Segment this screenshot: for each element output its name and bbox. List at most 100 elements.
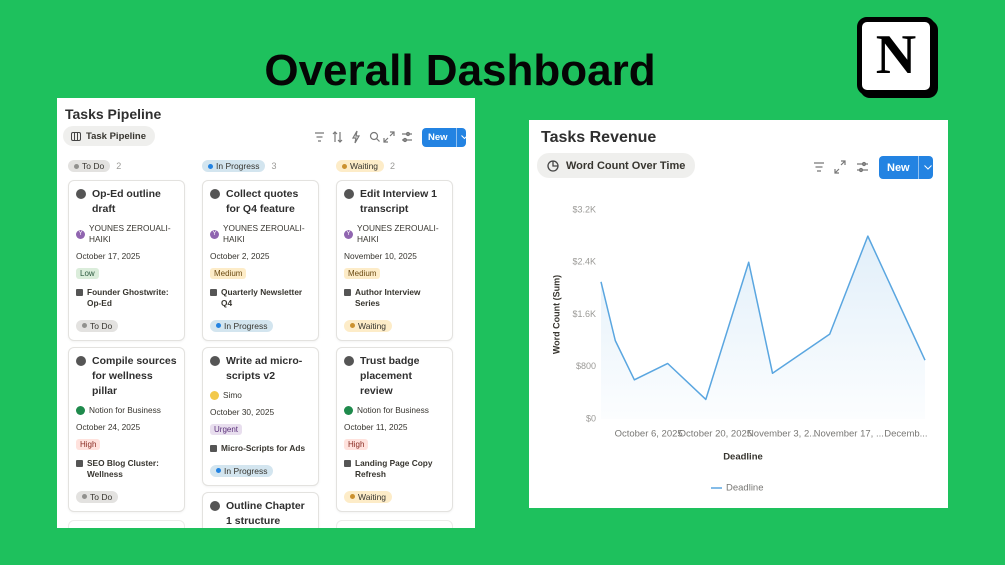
x-axis-label: Deadline	[723, 452, 763, 463]
column-status: Waiting	[336, 160, 385, 172]
card-title-row: Collect quotes for Q4 feature	[210, 187, 311, 217]
task-card[interactable]: Trust badge placement review Notion for B…	[336, 347, 453, 512]
priority-tag: Medium	[210, 268, 247, 279]
new-button-dropdown[interactable]	[917, 156, 932, 179]
board-column: In Progress 3 Collect quotes for Q4 featur…	[202, 158, 319, 528]
assignee-row: Notion for Business	[344, 405, 445, 416]
card-title: Edit Interview 1 transcript	[360, 188, 438, 215]
card-title-row: Write ad micro-scripts v2	[210, 354, 311, 384]
status-wrap: Waiting	[344, 315, 445, 333]
column-header: Waiting 2	[336, 158, 453, 174]
line-chart: $0 $800 $1.6K $2.4K $3.2K October 6, 2025Octo…	[551, 204, 927, 494]
avatar: Y	[76, 229, 85, 239]
x-tick-label: November 3, 2...	[747, 429, 817, 440]
new-button-dropdown[interactable]	[455, 128, 468, 147]
project-row: Author Interview Series	[344, 287, 445, 309]
board-column: To Do 2 Op-Ed outline draft Y YOUNES ZEROUAL…	[68, 158, 185, 528]
due-date: November 10, 2025	[344, 251, 417, 261]
due-date: October 11, 2025	[344, 422, 408, 432]
task-card[interactable]: Op-Ed outline draft Y YOUNES ZEROUALI-HAIK…	[68, 180, 185, 341]
assignee-row: Simo	[210, 390, 311, 401]
project-row: Micro-Scripts for Ads	[210, 443, 311, 454]
status: Waiting	[358, 491, 387, 502]
column-status: To Do	[68, 160, 111, 172]
task-card[interactable]: Outline Chapter 1 structureYYOUNES ZEROU…	[202, 492, 319, 528]
status: In Progress	[224, 320, 268, 331]
priority-wrap: High	[344, 433, 445, 452]
priority-wrap: Medium	[344, 262, 445, 281]
card-title-row: Trust badge placement review	[344, 354, 445, 399]
status-dot	[342, 163, 347, 169]
project-icon	[210, 445, 217, 452]
new-page-button[interactable]: + New page	[336, 520, 453, 528]
priority-wrap: Low	[76, 262, 177, 281]
priority-wrap: High	[76, 433, 177, 452]
tab-label: Task Pipeline	[86, 130, 147, 142]
status-wrap: Waiting	[344, 486, 445, 504]
view-tab[interactable]: Task Pipeline	[63, 126, 156, 146]
status-wrap: To Do	[76, 486, 177, 504]
task-card[interactable]: Compile sources for wellness pillar Notio…	[68, 347, 185, 512]
card-title: Compile sources for wellness pillar	[92, 355, 177, 397]
status-pill: To Do	[76, 490, 119, 503]
status-dot	[74, 163, 79, 169]
chart-icon	[547, 159, 559, 172]
legend-label: Deadline	[726, 483, 764, 494]
y-tick-label: $3.2K	[572, 204, 596, 214]
assignee: Simo	[223, 390, 242, 400]
card-title-row: Op-Ed outline draft	[76, 187, 177, 217]
status-wrap: To Do	[76, 315, 177, 333]
due-date: October 17, 2025	[76, 251, 141, 261]
priority-tag: Low	[76, 268, 99, 279]
new-page-button[interactable]: + New page	[68, 520, 185, 528]
column-count: 2	[390, 161, 396, 171]
task-card[interactable]: Write ad micro-scripts v2 Simo October 30,…	[202, 347, 319, 486]
status: In Progress	[224, 465, 268, 476]
card-title: Trust badge placement review	[360, 355, 420, 397]
avatar: Y	[210, 229, 219, 239]
avatar	[344, 406, 353, 415]
check-icon	[344, 356, 354, 366]
new-page-label: New page	[363, 528, 406, 529]
assignee-row: Notion for Business	[76, 405, 177, 416]
column-name: Waiting	[350, 161, 379, 171]
priority-tag: High	[76, 439, 101, 450]
avatar	[210, 391, 219, 400]
panel-title: Tasks Revenue	[541, 129, 657, 146]
y-tick-label: $0	[586, 413, 596, 423]
y-tick-label: $2.4K	[572, 257, 596, 267]
column-status: In Progress	[202, 160, 266, 172]
new-button[interactable]: New	[422, 128, 468, 147]
status-dot	[208, 163, 213, 169]
check-icon	[210, 189, 220, 199]
x-tick-label: October 6, 2025	[615, 429, 683, 440]
assignee: YOUNES ZEROUALI-HAIKI	[357, 223, 439, 244]
toolbar-icons[interactable]	[313, 130, 417, 144]
assignee-row: Y YOUNES ZEROUALI-HAIKI	[76, 223, 177, 245]
panel-title: Tasks Pipeline	[65, 106, 162, 122]
card-title: Outline Chapter 1 structure	[226, 500, 305, 527]
column-name: To Do	[82, 161, 105, 171]
new-button[interactable]: New	[879, 156, 933, 179]
assignee-row: Y YOUNES ZEROUALI-HAIKI	[344, 223, 445, 245]
dashboard-title: Overall Dashboard	[264, 46, 656, 95]
assignee: Notion for Business	[357, 405, 429, 415]
view-tab[interactable]: Word Count Over Time	[537, 153, 696, 178]
task-card[interactable]: Collect quotes for Q4 feature Y YOUNES ZER…	[202, 180, 319, 341]
toolbar-icons[interactable]	[813, 160, 871, 174]
column-header: In Progress 3	[202, 158, 319, 174]
check-icon	[210, 356, 220, 366]
status-dot	[82, 323, 87, 328]
board-icon	[71, 131, 81, 141]
task-card[interactable]: Edit Interview 1 transcript Y YOUNES ZEROU…	[336, 180, 453, 341]
plus-icon: +	[347, 526, 355, 529]
check-icon	[344, 189, 354, 199]
status-pill: Waiting	[344, 319, 393, 332]
project: SEO Blog Cluster: Wellness	[87, 458, 159, 479]
column-count: 2	[116, 161, 122, 171]
due-date: October 24, 2025	[76, 422, 141, 432]
new-button-label: New	[887, 161, 910, 174]
project-row: Founder Ghostwrite: Op-Ed	[76, 287, 177, 309]
card-title: Collect quotes for Q4 feature	[226, 188, 299, 215]
x-tick-label: Decemb...	[884, 429, 927, 440]
